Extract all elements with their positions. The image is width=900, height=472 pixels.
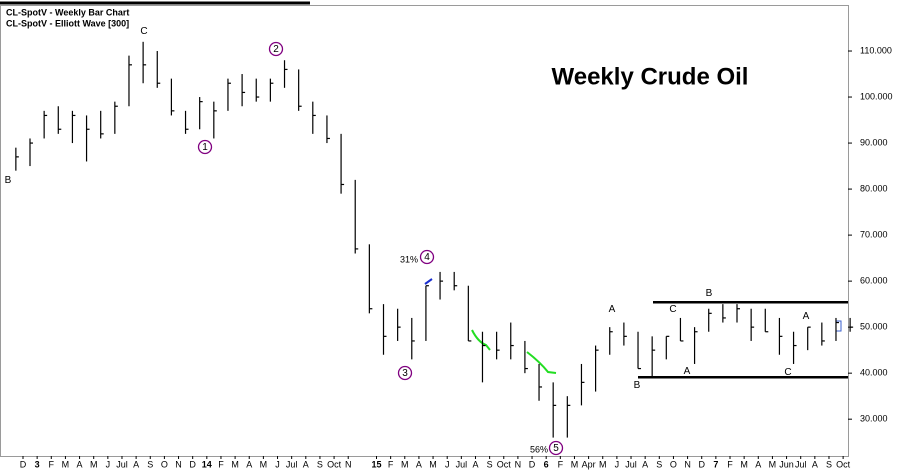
x-tick-label: F [388,459,394,469]
x-tick-label: N [345,459,352,469]
x-tick-label: F [558,459,564,469]
x-tick-label: A [416,459,422,469]
x-tick-label: S [487,459,493,469]
x-tick-label: D [189,459,196,469]
x-tick-label: S [656,459,662,469]
x-tick-label: Jul [795,459,807,469]
x-tick-label: Jul [116,459,128,469]
x-tick-label: Oct [497,459,512,469]
x-tick-label: M [571,459,579,469]
x-tick-label: S [147,459,153,469]
wave-label: A [803,311,810,322]
x-tick-label: A [246,459,252,469]
y-tick-label: 40.000 [860,368,888,378]
x-tick-label: 3 [35,459,40,469]
x-tick-label: Oct [327,459,342,469]
header-line: CL-SpotV - Elliott Wave [300] [6,18,129,28]
x-tick-label: A [755,459,761,469]
x-tick-label: 6 [544,459,549,469]
x-tick-label: 7 [713,459,718,469]
x-tick-label: M [231,459,239,469]
wave-label: A [684,366,691,377]
wave-circle [268,41,284,57]
x-tick-label: M [769,459,777,469]
wave-label: 3 [402,368,408,379]
wave-label: B [634,380,641,391]
x-tick-label: S [317,459,323,469]
y-tick-label: 90.000 [860,137,888,147]
x-tick-label: D [20,459,27,469]
wave-label: 1 [202,142,208,153]
green-squiggle [526,351,557,374]
x-tick-label: M [740,459,748,469]
wave-label: C [140,26,147,37]
x-tick-label: F [49,459,55,469]
x-tick-label: 15 [371,459,381,469]
blue-squiggle [424,278,433,285]
y-tick-label: 80.000 [860,183,888,193]
wave-circle [419,249,435,265]
wave-label: B [5,175,12,186]
x-tick-label: D [698,459,705,469]
annotation: 56% [530,444,548,454]
wave-circle [197,139,213,155]
x-tick-label: A [812,459,818,469]
chart-title: Weekly Crude Oil [552,63,749,90]
x-tick-label: D [529,459,536,469]
plot-frame [0,5,849,457]
x-tick-label: N [684,459,691,469]
wave-label: 4 [424,252,430,263]
x-tick-label: F [727,459,733,469]
x-tick-label: A [77,459,83,469]
x-tick-label: A [642,459,648,469]
x-tick-label: M [90,459,98,469]
x-tick-label: O [670,459,677,469]
x-tick-label: M [401,459,409,469]
wave-label: A [609,304,616,315]
wave-label: 2 [273,44,279,55]
x-tick-label: J [615,459,620,469]
y-tick-label: 30.000 [860,414,888,424]
wave-circle [548,440,564,456]
y-tick-label: 110.000 [860,45,892,55]
y-tick-label: 50.000 [860,322,888,332]
wave-label: 5 [553,443,559,454]
green-squiggle [471,329,491,351]
header-line: CL-SpotV - Weekly Bar Chart [6,7,129,17]
y-tick-label: 100.000 [860,91,893,101]
x-tick-label: J [275,459,280,469]
annotation: 31% [400,254,418,264]
wave-label: B [706,288,713,299]
x-tick-label: F [218,459,224,469]
x-tick-label: Apr [582,459,596,469]
y-tick-label: 60.000 [860,275,888,285]
x-tick-label: 14 [202,459,212,469]
x-tick-label: J [445,459,450,469]
x-tick-label: M [62,459,70,469]
wave-label: C [784,367,791,378]
x-tick-label: S [826,459,832,469]
y-tick-label: 70.000 [860,229,888,239]
wave-circle [397,365,413,381]
x-tick-label: M [599,459,607,469]
x-tick-label: Oct [836,459,851,469]
x-tick-label: Jul [625,459,637,469]
x-tick-label: A [133,459,139,469]
x-tick-label: M [429,459,437,469]
x-tick-label: Jun [779,459,794,469]
x-tick-label: M [260,459,268,469]
x-tick-label: Jul [286,459,298,469]
x-tick-label: N [515,459,522,469]
x-tick-label: A [472,459,478,469]
wave-label: C [669,304,676,315]
x-tick-label: O [161,459,168,469]
x-tick-label: A [303,459,309,469]
x-tick-label: J [106,459,111,469]
x-tick-label: N [175,459,182,469]
x-tick-label: Jul [456,459,468,469]
